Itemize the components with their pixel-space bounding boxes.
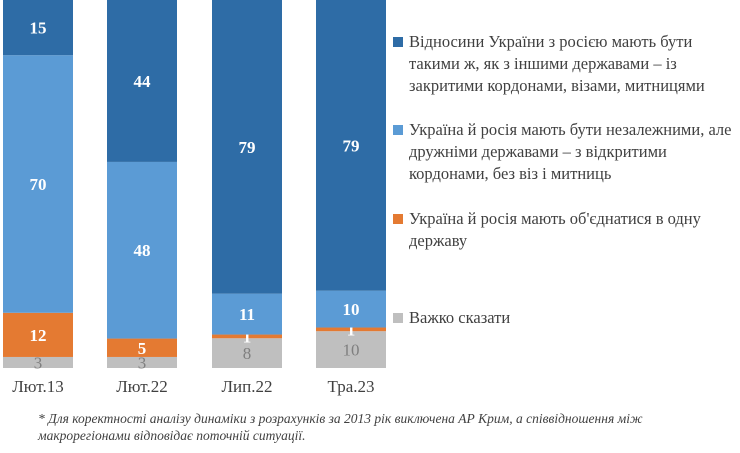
x-tick-label: Лип.22 [222,377,273,396]
bar-segment [212,334,282,339]
bar-segment [3,312,73,357]
legend-label: Україна й росія мають об'єднатися в одну… [409,209,701,250]
bar-segment [316,0,386,291]
legend-swatch [393,37,403,47]
x-tick-label: Тра.23 [327,377,374,396]
bar-segment [316,290,386,328]
bar-segment [3,55,73,313]
bar-segment [107,161,177,339]
legend-label: Відносини України з росією мають бути та… [409,32,705,95]
bar-segment [316,327,386,332]
legend-label: Україна й росія мають бути незалежними, … [409,120,732,183]
data-label: 10 [343,341,360,360]
legend-item: Важко сказати [393,307,739,329]
data-label: 79 [239,138,256,157]
data-label: 15 [30,19,47,38]
legend-label: Важко сказати [409,308,511,327]
bar-segment [107,356,177,368]
data-label: 1 [243,327,252,346]
bar-segment [212,293,282,335]
data-label: 5 [138,339,147,358]
stacked-bar-chart: 3127015Лют.13354844Лют.22811179Лип.22101… [3,0,386,396]
data-label: 11 [239,305,255,324]
data-label: 1 [347,320,356,339]
data-label: 8 [243,344,252,363]
data-label: 10 [343,300,360,319]
bar-segment [3,0,73,56]
footnote: * Для коректності аналізу динаміки з роз… [38,411,643,443]
legend-item: Україна й росія мають об'єднатися в одну… [393,208,739,252]
bar-segment [316,331,386,368]
bar-segment [107,338,177,357]
data-label: 70 [30,175,47,194]
x-tick-label: Лют.13 [12,377,63,396]
legend-swatch [393,313,403,323]
legend-item: Україна й росія мають бути незалежними, … [393,119,739,185]
bar-segment [3,356,73,368]
legend-swatch [393,125,403,135]
x-tick-label: Лют.22 [116,377,167,396]
bar-segment [107,0,177,162]
bar-segment [212,338,282,368]
legend-item: Відносини України з росією мають бути та… [393,31,739,97]
bar-segment [212,0,282,294]
data-label: 3 [34,353,43,372]
data-label: 48 [134,241,151,260]
data-label: 12 [30,326,47,345]
data-label: 44 [134,72,152,91]
data-label: 79 [343,136,360,155]
data-label: 3 [138,353,147,372]
legend-swatch [393,214,403,224]
